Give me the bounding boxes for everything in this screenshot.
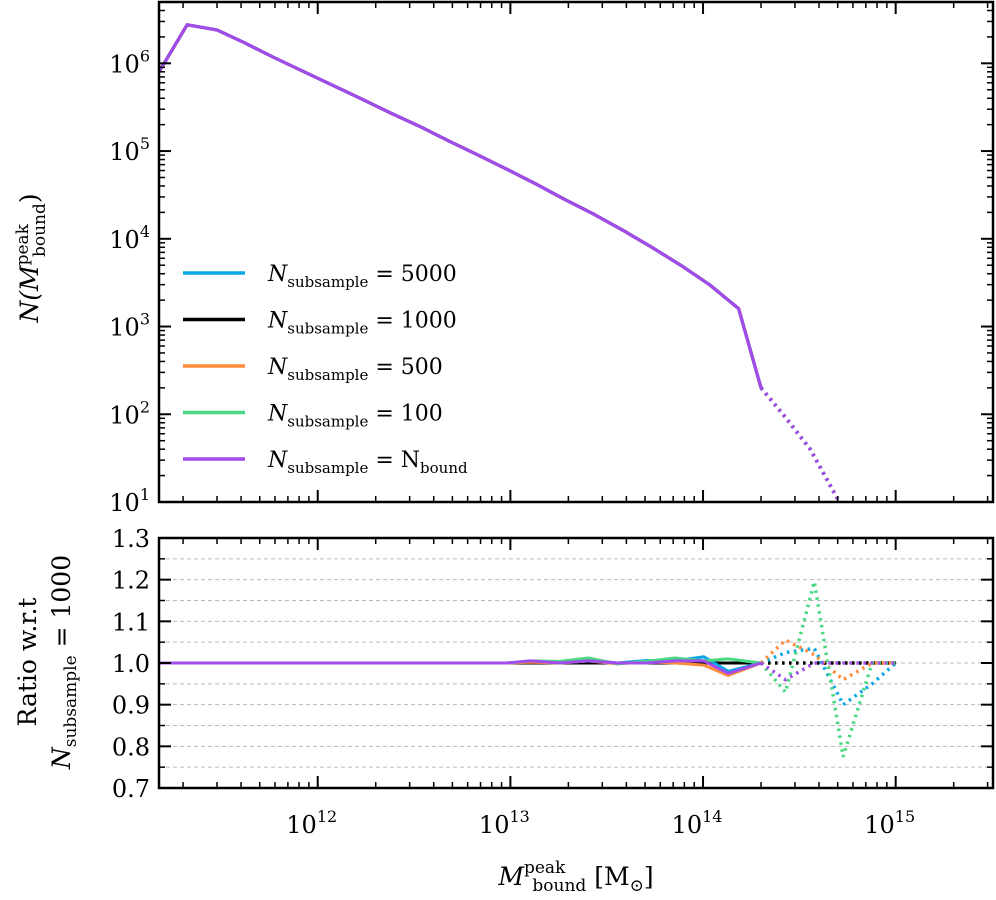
- y-tick-label: 106: [109, 46, 150, 78]
- top-panel-frame: [157, 0, 995, 504]
- ratio-y-axis-label-line1: Ratio w.r.t: [13, 598, 42, 727]
- ratio-line-dotted: [760, 661, 896, 682]
- series-line-dotted: [759, 386, 841, 503]
- ratio-y-axis-label-line2: Nsubsample = 1000: [47, 555, 81, 770]
- y-tick-label: 101: [109, 485, 150, 517]
- x-tick-label: 1013: [479, 807, 530, 839]
- series-line-solid: [157, 23, 763, 389]
- y-tick-label: 0.8: [112, 733, 150, 761]
- x-axis-label: Mpeak bound [M⊙]: [497, 858, 653, 896]
- legend-label: Nsubsample = Nbound: [267, 448, 468, 477]
- y-tick-label: 1.0: [112, 650, 150, 678]
- y-tick-label: 1.1: [112, 608, 150, 636]
- y-axis-label: N(Mpeakbound): [13, 193, 50, 323]
- ratio-line-dotted: [760, 646, 897, 708]
- y-tick-label: 105: [109, 134, 150, 166]
- ratio-panel-ticks: 1012 1013 1014 1015 0.7 0.8 0.9 1.0 1.1 1.2 1.3: [112, 525, 993, 839]
- legend-label: Nsubsample = 1000: [267, 309, 457, 338]
- legend: Nsubsample = 5000 Nsubsample = 1000 Nsubsa…: [183, 262, 468, 477]
- x-tick-label: 1014: [672, 807, 723, 839]
- y-tick-label: 103: [109, 310, 150, 342]
- ratio-line-dotted: [759, 581, 896, 758]
- legend-label: Nsubsample = 5000: [267, 262, 457, 291]
- y-tick-label: 1.2: [112, 567, 150, 595]
- y-tick-label: 0.9: [112, 692, 150, 720]
- series-line-solid: [157, 23, 763, 389]
- y-tick-label: 0.7: [112, 775, 150, 803]
- y-tick-label: 104: [109, 222, 150, 254]
- top-panel-series: [157, 23, 841, 503]
- y-tick-label: 1.3: [112, 525, 150, 553]
- legend-label: Nsubsample = 100: [267, 402, 443, 431]
- top-panel-ticks: 101 102 103 104 105 106: [109, 1, 993, 517]
- ratio-panel-grid: [159, 558, 993, 768]
- x-tick-label: 1012: [286, 807, 337, 839]
- ratio-line-solid: [159, 659, 762, 675]
- legend-label: Nsubsample = 500: [267, 355, 443, 384]
- series-line-dotted: [759, 386, 841, 503]
- ratio-panel-frame: [157, 536, 995, 790]
- ratio-panel-series: [159, 581, 897, 758]
- y-tick-label: 102: [109, 397, 150, 429]
- x-tick-label: 1015: [864, 807, 915, 839]
